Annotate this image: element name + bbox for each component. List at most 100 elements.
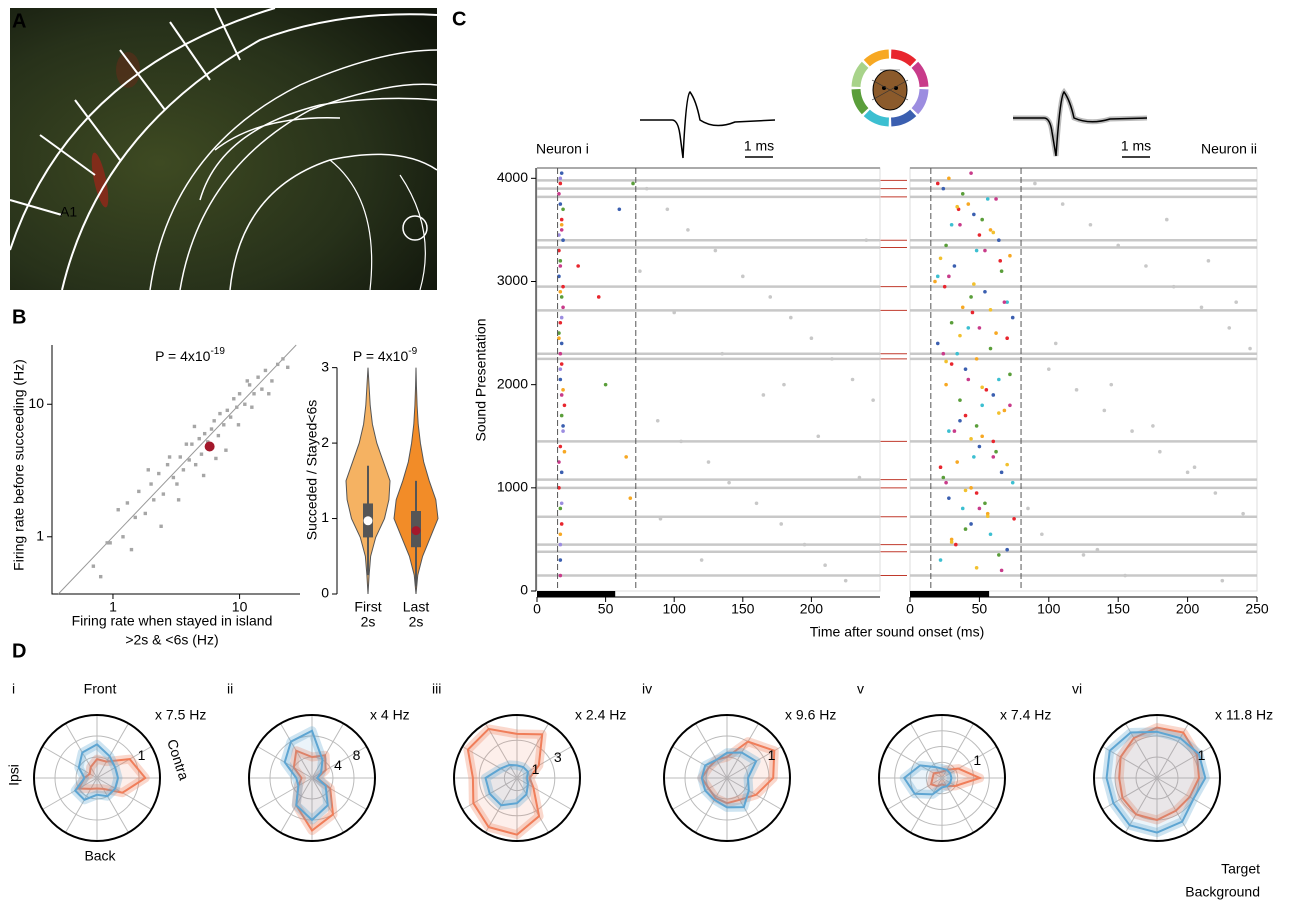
scale-label: 1 ms xyxy=(1121,138,1151,154)
p-value: P = 4x10-19 xyxy=(155,346,225,364)
spike xyxy=(803,543,807,547)
scale-label: x 11.8 Hz xyxy=(1215,707,1273,723)
spike xyxy=(972,213,976,217)
spike xyxy=(947,496,951,500)
spike xyxy=(1116,244,1120,248)
point xyxy=(177,498,180,501)
raster-frame xyxy=(910,168,1257,591)
category-label: 2s xyxy=(361,614,376,630)
spike xyxy=(618,207,622,211)
point xyxy=(147,468,150,471)
point xyxy=(200,452,203,455)
spike xyxy=(978,233,982,237)
spike xyxy=(559,445,563,449)
point xyxy=(250,406,253,409)
spike xyxy=(958,334,962,338)
spike xyxy=(975,357,979,361)
spike xyxy=(559,507,563,511)
spike xyxy=(560,393,564,397)
unity-line xyxy=(58,345,296,594)
spike xyxy=(1214,491,1218,495)
scale-label: x 7.5 Hz xyxy=(155,707,206,723)
ring-label: 1 xyxy=(973,752,981,768)
spike xyxy=(966,326,970,330)
spike xyxy=(727,481,731,485)
spike xyxy=(755,502,759,506)
spike xyxy=(975,249,979,253)
spike xyxy=(991,455,995,459)
point xyxy=(226,409,229,412)
median xyxy=(412,526,421,535)
point xyxy=(281,357,284,360)
spike xyxy=(958,419,962,423)
y-tick-label: 1 xyxy=(321,509,329,525)
spike xyxy=(762,393,766,397)
spike xyxy=(991,440,995,444)
point xyxy=(166,463,169,466)
spike xyxy=(975,491,979,495)
spike xyxy=(645,187,649,191)
spike xyxy=(628,496,632,500)
panel-label: B xyxy=(12,306,26,328)
figure: ABCDA1TargetBackground110110P = 4x10-19F… xyxy=(0,0,1303,906)
spike xyxy=(1040,532,1044,536)
raster-frame xyxy=(537,168,880,591)
spike xyxy=(953,429,957,433)
direction-label: Contra xyxy=(164,737,192,782)
wheel-segment xyxy=(915,89,924,111)
scale-label: x 9.6 Hz xyxy=(785,707,836,723)
spike xyxy=(1000,471,1004,475)
spike xyxy=(939,558,943,562)
spike xyxy=(933,280,937,284)
spike xyxy=(576,264,580,268)
spike xyxy=(980,434,984,438)
x-axis-label: >2s & <6s (Hz) xyxy=(125,632,218,648)
stimulus-bar xyxy=(910,591,989,597)
spike xyxy=(1005,336,1009,340)
spike xyxy=(969,522,973,526)
spike xyxy=(707,460,711,464)
spike xyxy=(559,558,563,562)
point xyxy=(237,423,240,426)
spike xyxy=(1008,403,1012,407)
spike xyxy=(1123,574,1127,578)
point xyxy=(121,535,124,538)
axes xyxy=(52,345,300,594)
spike xyxy=(966,378,970,382)
spike xyxy=(961,192,965,196)
spike xyxy=(1158,450,1162,454)
spike xyxy=(559,367,563,371)
spike xyxy=(955,460,959,464)
spike xyxy=(559,543,563,547)
point xyxy=(210,427,213,430)
point xyxy=(267,392,270,395)
y-axis-label: Succeded / Stayed<6s xyxy=(304,400,320,541)
spike xyxy=(1000,269,1004,273)
spike xyxy=(994,450,998,454)
spike xyxy=(563,450,567,454)
point xyxy=(243,403,246,406)
polar-label: ii xyxy=(227,681,233,697)
spike xyxy=(561,388,565,392)
spike xyxy=(971,311,975,315)
spike xyxy=(560,218,564,222)
spike xyxy=(560,414,564,418)
point xyxy=(152,498,155,501)
x-tick-label: 150 xyxy=(731,601,755,617)
spike xyxy=(561,424,565,428)
category-label: First xyxy=(354,599,381,615)
p-value-exponent: -19 xyxy=(210,346,225,357)
point xyxy=(99,575,102,578)
category-label: Last xyxy=(403,599,430,615)
point xyxy=(202,474,205,477)
point xyxy=(270,379,273,382)
ring-label: 1 xyxy=(532,761,540,777)
spike xyxy=(1165,218,1169,222)
polar-label: vi xyxy=(1072,681,1082,697)
x-axis-label: Firing rate when stayed in island xyxy=(72,613,273,629)
y-tick-label: 0 xyxy=(520,582,528,598)
x-tick-label: 50 xyxy=(598,601,614,617)
spike xyxy=(989,308,993,312)
spike xyxy=(947,275,951,279)
spike xyxy=(1103,409,1107,413)
